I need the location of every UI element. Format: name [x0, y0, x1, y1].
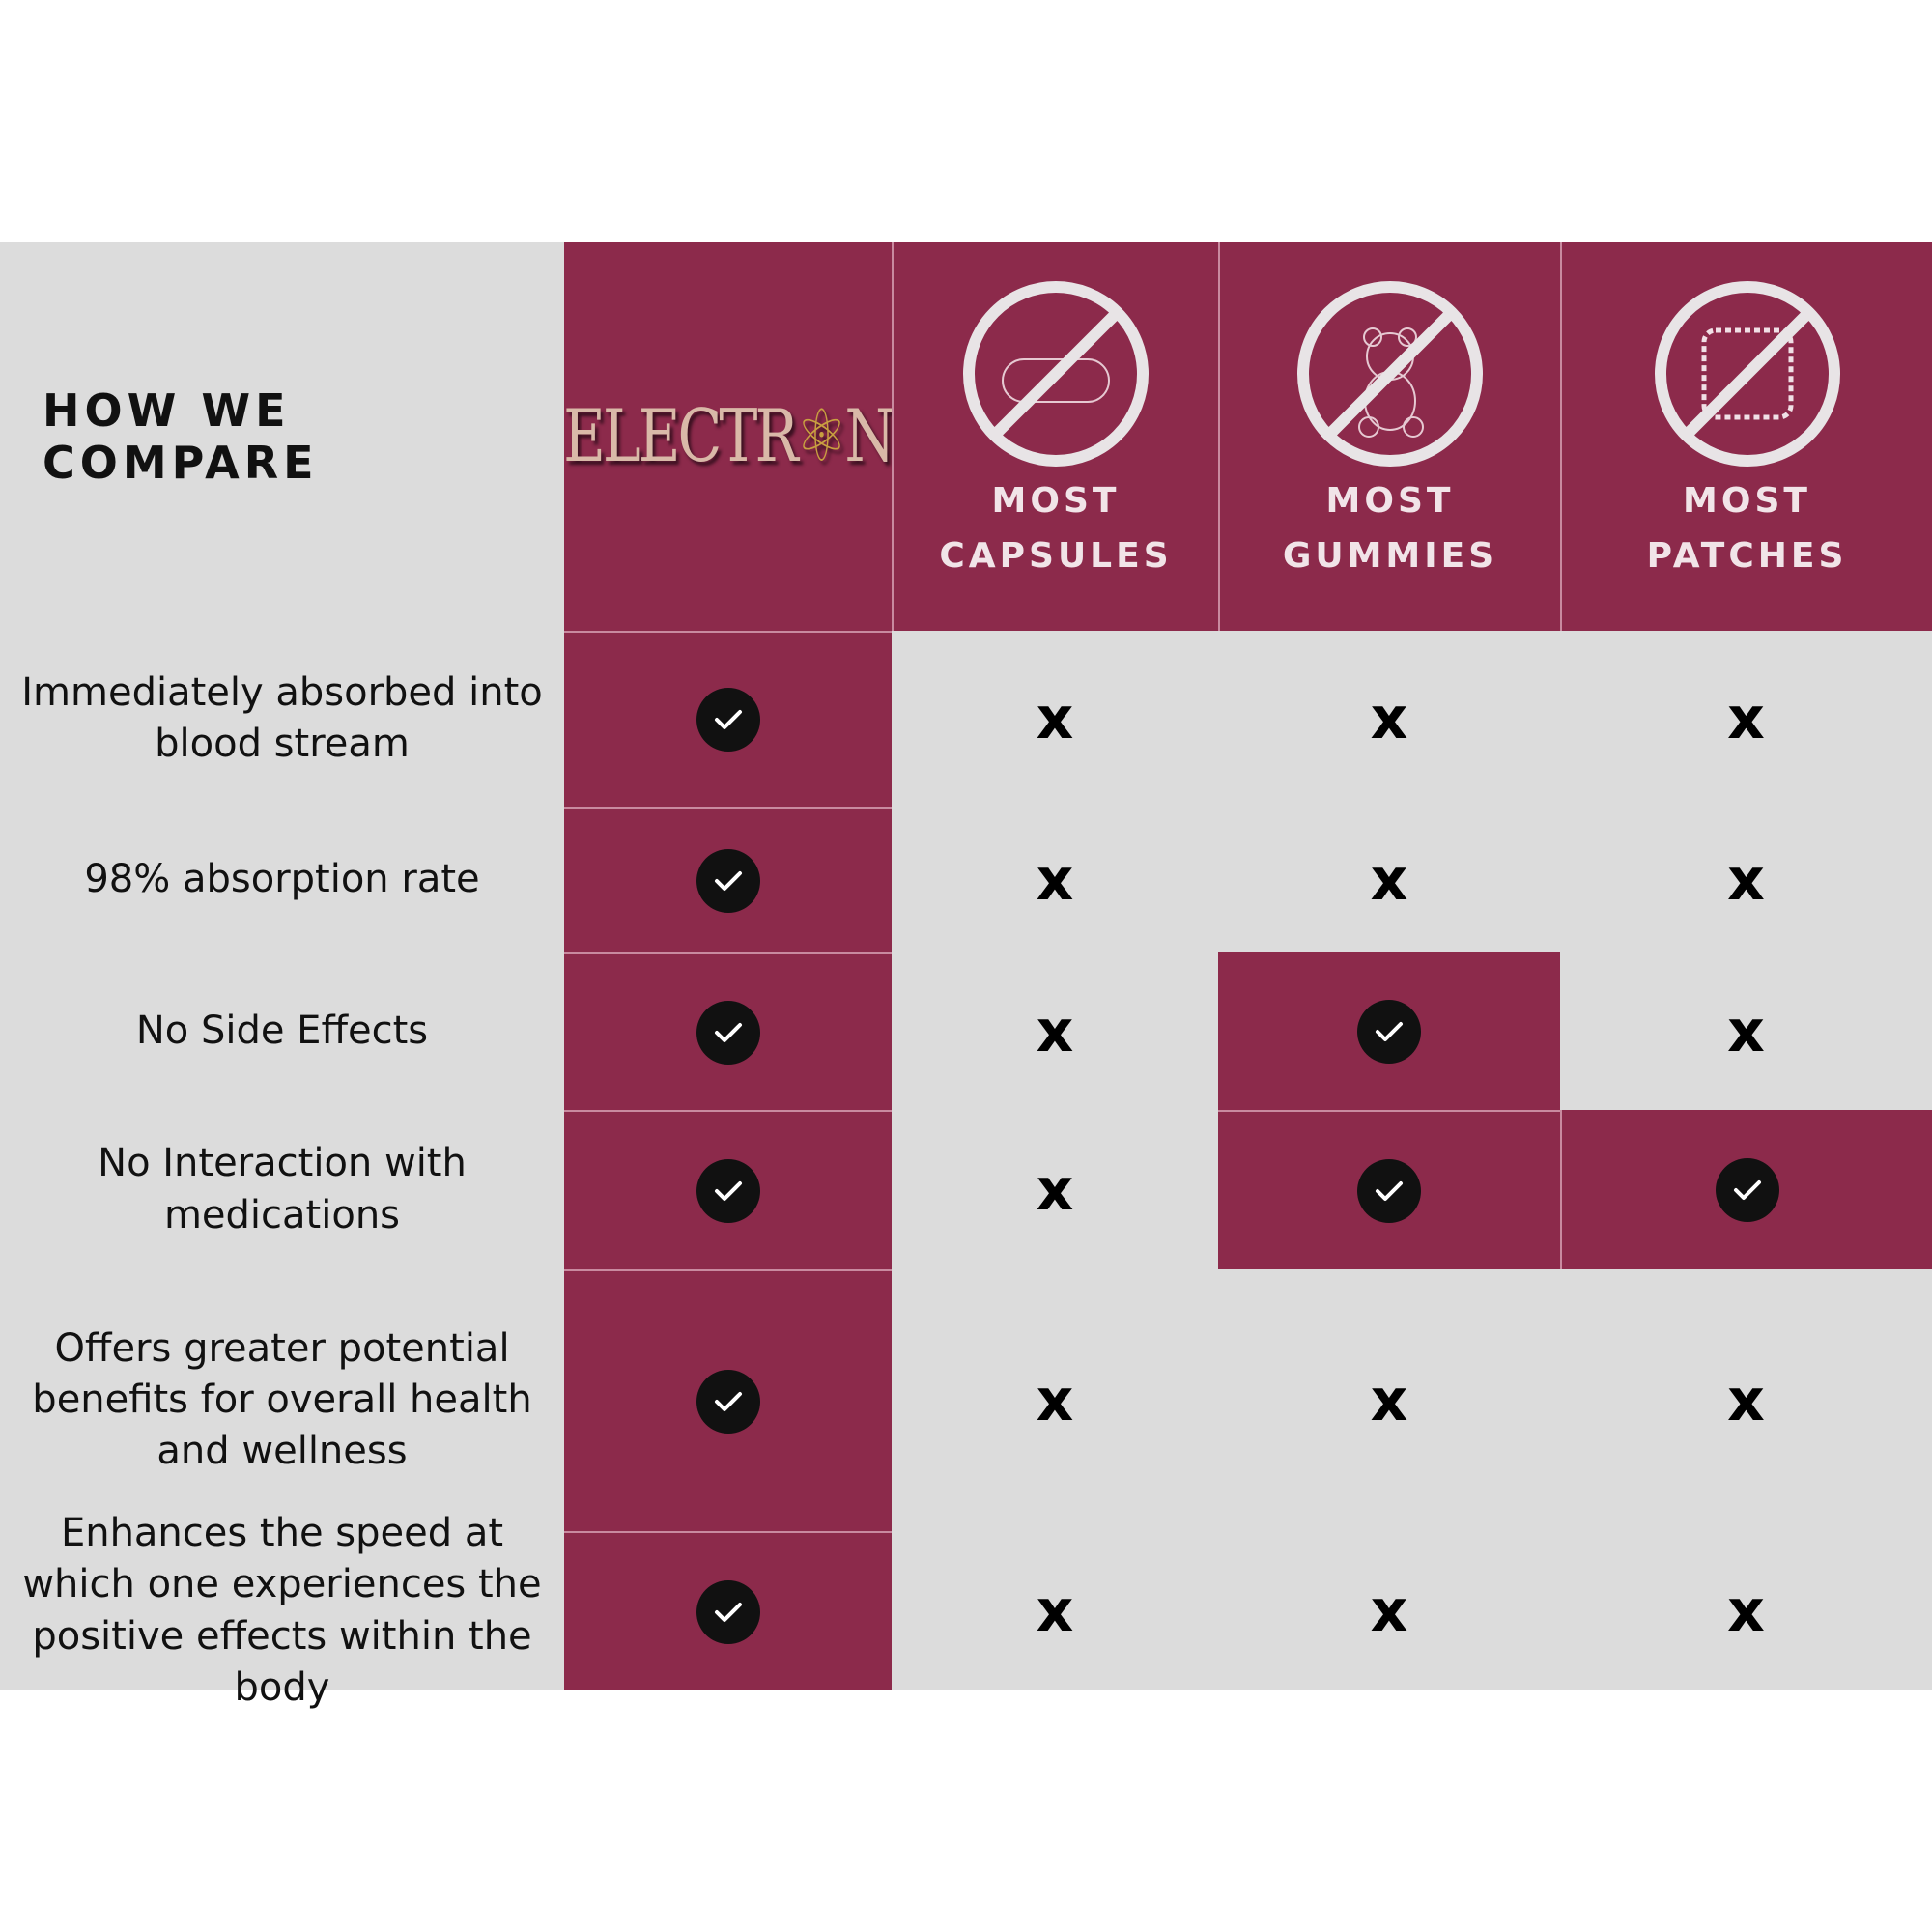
patches-line2: PATCHES — [1646, 536, 1848, 576]
check-icon — [1357, 1158, 1421, 1223]
row-label: Immediately absorbed into blood stream — [21, 669, 543, 766]
electron-cell — [564, 1531, 892, 1690]
x-icon: x — [1370, 685, 1408, 753]
electron-cell — [564, 1110, 892, 1269]
gummies-cell: x — [1218, 1269, 1560, 1531]
check-icon — [696, 1369, 760, 1434]
electron-cell — [564, 952, 892, 1110]
gummies-line2: GUMMIES — [1282, 536, 1498, 576]
x-icon: x — [1036, 685, 1074, 753]
x-icon: x — [1036, 1366, 1074, 1435]
x-icon: x — [1727, 997, 1765, 1065]
check-icon — [696, 1579, 760, 1644]
check-icon — [696, 688, 760, 752]
capsules-cell: x — [892, 1110, 1218, 1269]
gummies-cell: x — [1218, 1531, 1560, 1690]
row-label: No Side Effects — [135, 1008, 429, 1053]
x-icon: x — [1370, 845, 1408, 914]
capsules-line2: CAPSULES — [939, 536, 1173, 576]
x-icon: x — [1036, 997, 1074, 1065]
gummies-cell: x — [1218, 631, 1560, 807]
check-icon — [696, 1158, 760, 1223]
gummies-cell — [1218, 952, 1560, 1110]
check-icon — [696, 1000, 760, 1065]
capsules-cell: x — [892, 952, 1218, 1110]
x-icon: x — [1036, 1577, 1074, 1645]
electron-header: ELECTR⚛N — [563, 242, 895, 631]
patches-cell: x — [1560, 631, 1932, 807]
check-icon — [1715, 1157, 1779, 1222]
gummies-cell — [1218, 1110, 1560, 1269]
check-icon — [696, 848, 760, 913]
gummies-line1: MOST — [1325, 481, 1455, 521]
patches-header: MOST PATCHES — [1560, 242, 1932, 631]
capsules-cell: x — [892, 807, 1218, 952]
capsules-line1: MOST — [991, 481, 1121, 521]
patches-cell: x — [1560, 1531, 1932, 1690]
electron-cell — [564, 1269, 892, 1531]
capsules-cell: x — [892, 631, 1218, 807]
capsules-header: MOST CAPSULES — [892, 242, 1218, 631]
electron-logo: ELECTR⚛N — [563, 394, 895, 479]
capsules-cell: x — [892, 1531, 1218, 1690]
row-label: Offers greater potential benefits for ov… — [32, 1325, 532, 1474]
row-label: 98% absorption rate — [84, 856, 480, 901]
check-icon — [1357, 999, 1421, 1064]
comparison-table: HOW WE COMPARE ELECTR⚛N MOST CAPSULES MO… — [0, 242, 1932, 1710]
no-capsule-icon — [963, 281, 1149, 467]
no-gummy-bear-icon — [1297, 281, 1483, 467]
electron-cell — [564, 807, 892, 952]
patches-cell: x — [1560, 1269, 1932, 1531]
x-icon: x — [1370, 1577, 1408, 1645]
x-icon: x — [1727, 1366, 1765, 1435]
x-icon: x — [1036, 1155, 1074, 1224]
patches-line1: MOST — [1683, 481, 1811, 521]
row-label: Enhances the speed at which one experien… — [22, 1511, 542, 1710]
patches-cell — [1560, 1110, 1932, 1269]
no-patch-icon — [1654, 281, 1840, 467]
capsules-cell: x — [892, 1269, 1218, 1531]
page-title: HOW WE COMPARE — [43, 384, 319, 489]
patches-cell: x — [1560, 952, 1932, 1110]
gummies-header: MOST GUMMIES — [1218, 242, 1560, 631]
x-icon: x — [1727, 845, 1765, 914]
x-icon: x — [1727, 1577, 1765, 1645]
x-icon: x — [1370, 1366, 1408, 1435]
electron-cell — [564, 631, 892, 807]
x-icon: x — [1727, 685, 1765, 753]
row-label: No Interaction with medications — [98, 1141, 467, 1237]
patches-cell: x — [1560, 807, 1932, 952]
gummies-cell: x — [1218, 807, 1560, 952]
x-icon: x — [1036, 845, 1074, 914]
